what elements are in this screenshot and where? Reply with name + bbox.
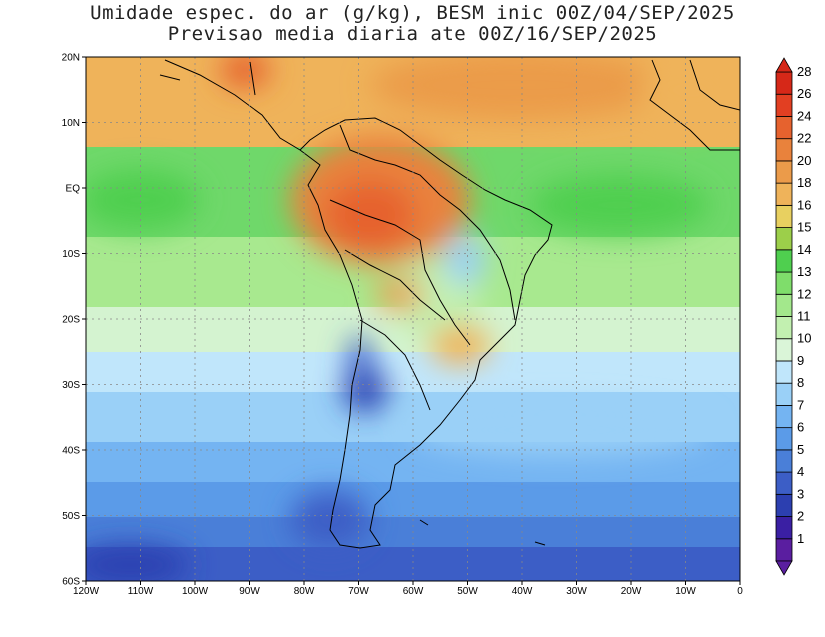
colorbar-swatch: [775, 182, 793, 206]
lon-tick-label: 40W: [512, 586, 533, 597]
colorbar-max-arrow: [775, 57, 793, 73]
colorbar-label: 13: [797, 264, 811, 279]
lat-tick-label: 20S: [62, 315, 80, 326]
lon-tick-label: 90W: [239, 586, 260, 597]
colorbar-swatch: [775, 405, 793, 429]
colorbar-label: 7: [797, 397, 804, 412]
graticule: [86, 57, 740, 581]
colorbar-swatch: [775, 227, 793, 251]
colorbar-swatch: [775, 360, 793, 384]
colorbar-label: 5: [797, 442, 804, 457]
colorbar-swatch: [775, 449, 793, 473]
colorbar-label: 20: [797, 153, 811, 168]
lat-tick-label: 40S: [62, 446, 80, 457]
colorbar-swatch: [775, 204, 793, 228]
colorbar-label: 9: [797, 353, 804, 368]
colorbar-swatch: [775, 271, 793, 295]
colorbar-swatch: [775, 116, 793, 140]
map-title: Umidade espec. do ar (g/kg), BESM inic 0…: [90, 2, 735, 24]
colorbar-label: 24: [797, 108, 811, 123]
colorbar-label: 28: [797, 64, 811, 79]
colorbar-label: 11: [797, 309, 811, 324]
colorbar-label: 18: [797, 175, 811, 190]
colorbar-swatch: [775, 471, 793, 495]
colorbar-swatch: [775, 71, 793, 95]
colorbar-label: 4: [797, 464, 804, 479]
colorbar-label: 22: [797, 131, 811, 146]
colorbar-swatch: [775, 293, 793, 317]
colorbar-label: 15: [797, 220, 811, 235]
colorbar-swatch: [775, 316, 793, 340]
colorbar-swatch: [775, 93, 793, 117]
colorbar-swatch: [775, 138, 793, 162]
colorbar-swatch: [775, 493, 793, 517]
colorbar-swatch: [775, 382, 793, 406]
colorbar-label: 3: [797, 486, 804, 501]
lat-tick-label: 50S: [62, 511, 80, 522]
colorbar-min-arrow: [775, 560, 793, 576]
map-subtitle: Previsao media diaria ate 00Z/16/SEP/202…: [167, 23, 658, 45]
humidity-field: [86, 57, 740, 581]
lon-tick-label: 80W: [294, 586, 315, 597]
colorbar-label: 10: [797, 331, 811, 346]
lon-tick-label: 50W: [457, 586, 478, 597]
lat-tick-label: EQ: [66, 184, 81, 195]
lon-tick-label: 70W: [348, 586, 369, 597]
lon-tick-label: 20W: [621, 586, 642, 597]
colorbar-label: 12: [797, 286, 811, 301]
lon-tick-label: 110W: [128, 586, 154, 597]
colorbar-label: 14: [797, 242, 811, 257]
colorbar-swatch: [775, 338, 793, 362]
lon-tick-label: 120W: [73, 586, 100, 597]
colorbar-label: 6: [797, 420, 804, 435]
colorbar-label: 26: [797, 86, 811, 101]
colorbar-label: 1: [797, 531, 804, 546]
colorbar-swatch: [775, 427, 793, 451]
lat-tick-label: 20N: [62, 53, 80, 64]
lat-tick-label: 60S: [62, 577, 80, 588]
lon-tick-label: 0: [737, 586, 743, 597]
lat-tick-label: 10S: [62, 249, 80, 260]
colorbar-swatch: [775, 516, 793, 540]
colorbar-swatch: [775, 249, 793, 273]
lon-tick-label: 60W: [403, 586, 424, 597]
lon-tick-label: 100W: [182, 586, 209, 597]
colorbar-swatch: [775, 538, 793, 562]
colorbar-label: 16: [797, 197, 811, 212]
coastlines: [159, 59, 740, 549]
lat-tick-label: 30S: [62, 380, 80, 391]
colorbar-label: 8: [797, 375, 804, 390]
lon-tick-label: 30W: [566, 586, 587, 597]
colorbar-swatch: [775, 160, 793, 184]
lat-tick-label: 10N: [62, 118, 80, 129]
colorbar-label: 2: [797, 509, 804, 524]
lon-tick-label: 10W: [675, 586, 696, 597]
